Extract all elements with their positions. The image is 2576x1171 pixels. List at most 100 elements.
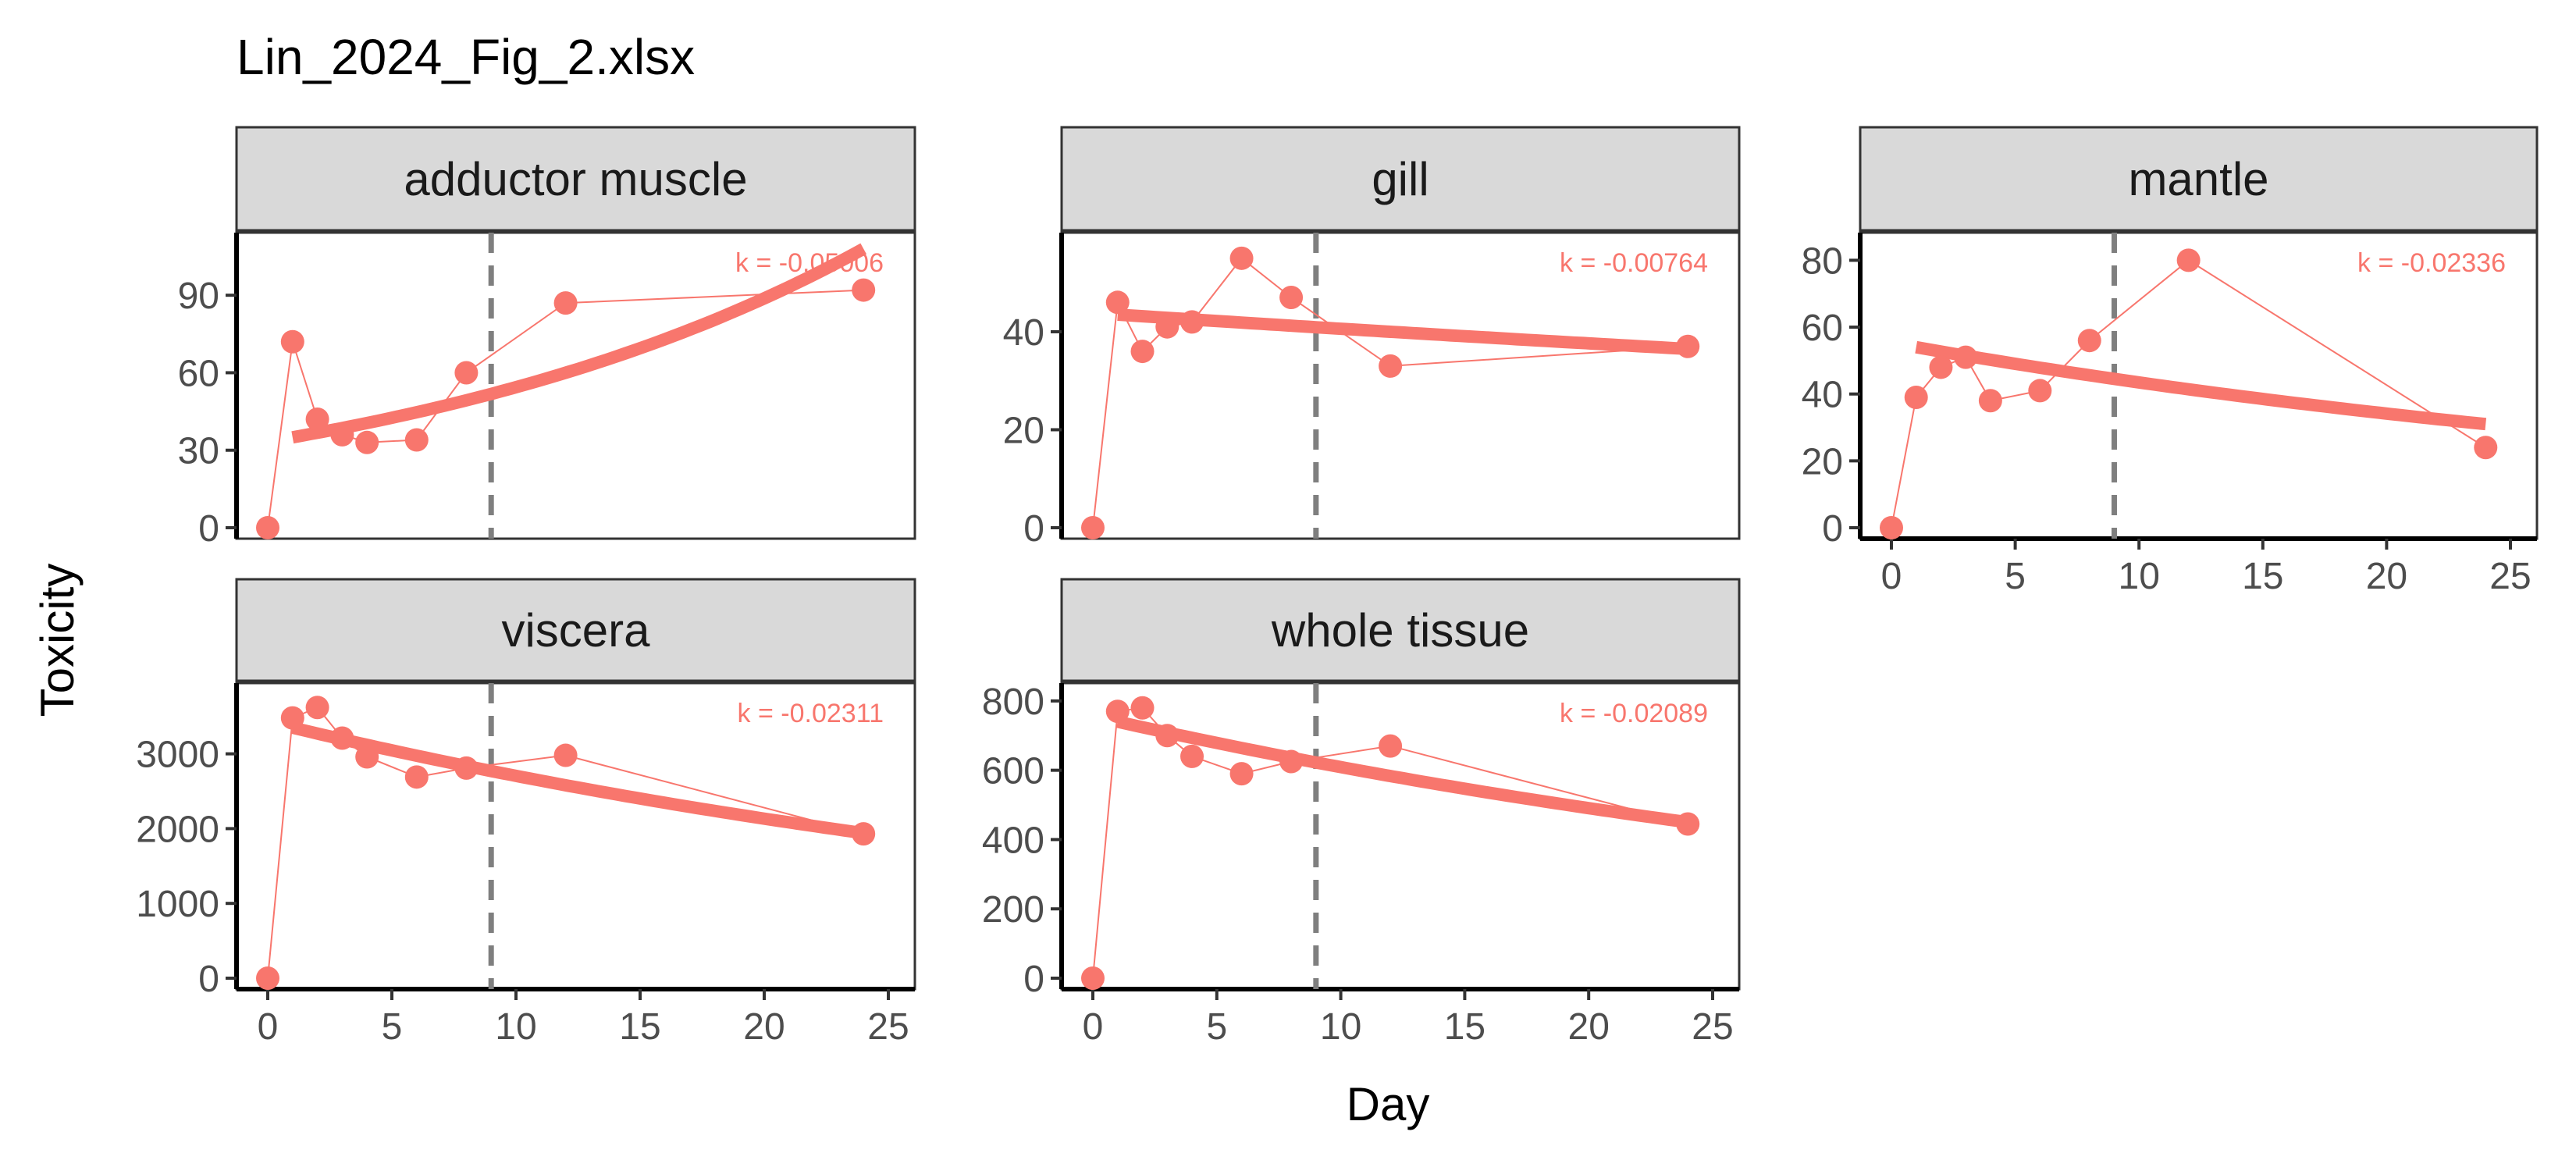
data-point	[454, 361, 479, 385]
x-tick-label: 25	[2489, 556, 2531, 597]
x-tick-label: 20	[1568, 1006, 1610, 1048]
y-tick-label: 80	[1802, 240, 1843, 282]
fit-curve	[290, 721, 865, 840]
k-annotation: k = -0.02311	[738, 699, 884, 728]
data-point	[1155, 724, 1179, 748]
data-point	[1676, 334, 1700, 358]
y-tick-label: 0	[1822, 508, 1843, 550]
data-point	[1155, 315, 1179, 339]
data-point	[404, 428, 429, 452]
y-tick-label: 3000	[136, 735, 219, 776]
facet-strip-label: viscera	[501, 604, 650, 657]
facet-strip-label: adductor muscle	[404, 153, 747, 205]
data-point	[2028, 379, 2052, 403]
y-tick-label: 1000	[136, 884, 219, 925]
facet-strip	[1060, 578, 1741, 682]
x-tick-label: 15	[2242, 556, 2283, 597]
data-point	[1379, 354, 1403, 378]
x-tick-label: 10	[495, 1006, 536, 1048]
data-point	[1130, 696, 1155, 720]
facet-strip	[235, 126, 916, 232]
data-point	[1978, 389, 2002, 413]
data-point	[1880, 516, 1903, 539]
data-point	[553, 743, 578, 767]
panel-gill: gill 0 20 40 k = -0.00764	[1003, 126, 1741, 550]
x-tick-label: 5	[2005, 556, 2026, 597]
y-tick-label: 90	[178, 276, 219, 317]
x-tick-label: 0	[1881, 556, 1902, 597]
data-point	[1229, 762, 1254, 786]
x-tick-label: 25	[867, 1006, 909, 1048]
fit-curve	[1116, 715, 1689, 829]
x-tick-label: 10	[1320, 1006, 1361, 1048]
x-tick-label: 5	[382, 1006, 403, 1048]
data-point	[355, 430, 379, 454]
data-point	[2474, 436, 2498, 460]
data-point	[305, 408, 329, 432]
y-tick-label: 20	[1003, 410, 1044, 451]
x-tick-label: 15	[1444, 1006, 1485, 1048]
x-tick-label: 25	[1692, 1006, 1733, 1048]
data-point	[2176, 248, 2201, 272]
panel-border	[1060, 231, 1741, 540]
x-tick-label: 20	[743, 1006, 785, 1048]
y-tick-label: 800	[982, 682, 1044, 723]
data-point	[256, 516, 279, 539]
data-point	[330, 422, 354, 447]
chart-title: Lin_2024_Fig_2.xlsx	[237, 29, 695, 85]
facet-strip	[1859, 126, 2539, 232]
data-point	[1904, 385, 1928, 409]
data-point	[256, 966, 279, 990]
data-point	[1676, 812, 1700, 836]
data-point	[280, 329, 304, 354]
y-tick-label: 60	[1802, 308, 1843, 349]
data-point	[1180, 744, 1204, 768]
fit-curve	[291, 243, 867, 444]
data-point	[852, 278, 876, 302]
data-point	[1130, 340, 1155, 364]
panels-group: adductor muscle 0 30 60 90 k = -0.05006 gill 0 2…	[136, 126, 2539, 1048]
data-point	[1229, 246, 1254, 270]
k-annotation: k = -0.02089	[1560, 699, 1708, 728]
data-point	[1379, 734, 1403, 758]
data-point	[1279, 749, 1304, 774]
data-point	[1954, 345, 1978, 369]
data-point	[280, 706, 304, 730]
y-tick-label: 200	[982, 889, 1044, 931]
y-tick-label: 40	[1003, 312, 1044, 354]
k-annotation: k = -0.02336	[2357, 248, 2506, 278]
panel-whole-tissue: whole tissue 0 200 400 600 800 0 5 10 15 20 25 k = -…	[982, 578, 1741, 1048]
data-point	[1105, 699, 1130, 724]
data-point	[1279, 286, 1304, 310]
x-tick-label: 0	[1083, 1006, 1104, 1048]
x-tick-label: 0	[258, 1006, 279, 1048]
data-point	[355, 745, 379, 769]
k-annotation: k = -0.05006	[735, 248, 884, 278]
data-point	[1929, 355, 1953, 379]
x-tick-label: 20	[2366, 556, 2407, 597]
y-tick-label: 0	[198, 508, 219, 550]
data-point	[404, 765, 429, 789]
y-tick-label: 600	[982, 751, 1044, 792]
facet-strip-label: mantle	[2128, 153, 2268, 205]
fit-curve	[1915, 340, 2487, 431]
y-tick-label: 40	[1802, 375, 1843, 416]
data-point	[1081, 516, 1105, 539]
x-tick-label: 15	[619, 1006, 660, 1048]
facet-strip-label: gill	[1372, 153, 1429, 205]
y-axis-title: Toxicity	[31, 564, 84, 717]
y-tick-label: 20	[1802, 441, 1843, 482]
data-point	[1081, 966, 1105, 990]
data-point	[852, 822, 876, 846]
y-tick-label: 0	[198, 959, 219, 1000]
x-tick-label: 5	[1206, 1006, 1227, 1048]
y-tick-label: 0	[1023, 959, 1044, 1000]
y-tick-label: 2000	[136, 809, 219, 850]
panel-viscera: viscera 0 1000 2000 3000 0 5 10 15 20 25 k = -0.023…	[136, 578, 916, 1048]
data-point	[2077, 329, 2101, 353]
x-axis-title: Day	[1347, 1078, 1430, 1130]
y-tick-label: 400	[982, 820, 1044, 861]
y-tick-label: 0	[1023, 508, 1044, 550]
y-tick-label: 30	[178, 431, 219, 472]
